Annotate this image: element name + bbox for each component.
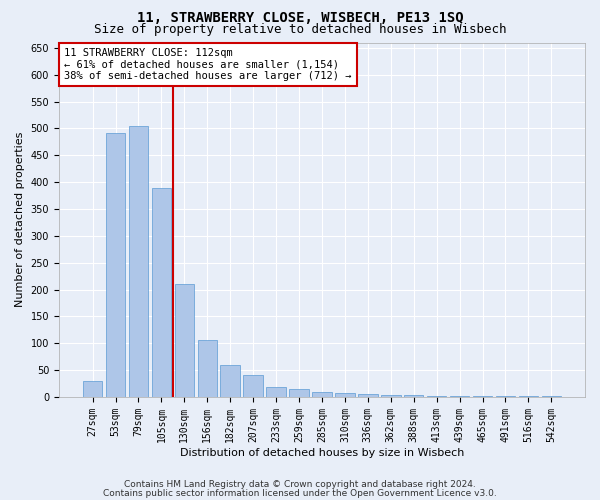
Bar	[450, 396, 469, 397]
Bar	[473, 396, 492, 397]
Bar	[381, 395, 401, 397]
Bar	[542, 396, 561, 397]
Bar	[496, 396, 515, 397]
Y-axis label: Number of detached properties: Number of detached properties	[15, 132, 25, 308]
Text: 11 STRAWBERRY CLOSE: 112sqm
← 61% of detached houses are smaller (1,154)
38% of : 11 STRAWBERRY CLOSE: 112sqm ← 61% of det…	[64, 48, 352, 81]
Bar	[427, 396, 446, 397]
Bar	[175, 284, 194, 397]
Bar	[128, 126, 148, 397]
Bar	[220, 366, 240, 397]
Bar	[244, 375, 263, 397]
Bar	[289, 390, 309, 397]
Bar	[83, 381, 103, 397]
X-axis label: Distribution of detached houses by size in Wisbech: Distribution of detached houses by size …	[180, 448, 464, 458]
Bar	[266, 387, 286, 397]
Bar	[518, 396, 538, 397]
Bar	[312, 392, 332, 397]
Text: Contains public sector information licensed under the Open Government Licence v3: Contains public sector information licen…	[103, 490, 497, 498]
Bar	[335, 392, 355, 397]
Bar	[404, 396, 424, 397]
Bar	[152, 188, 171, 397]
Text: Contains HM Land Registry data © Crown copyright and database right 2024.: Contains HM Land Registry data © Crown c…	[124, 480, 476, 489]
Text: 11, STRAWBERRY CLOSE, WISBECH, PE13 1SQ: 11, STRAWBERRY CLOSE, WISBECH, PE13 1SQ	[137, 11, 463, 25]
Text: Size of property relative to detached houses in Wisbech: Size of property relative to detached ho…	[94, 22, 506, 36]
Bar	[358, 394, 377, 397]
Bar	[106, 132, 125, 397]
Bar	[197, 340, 217, 397]
